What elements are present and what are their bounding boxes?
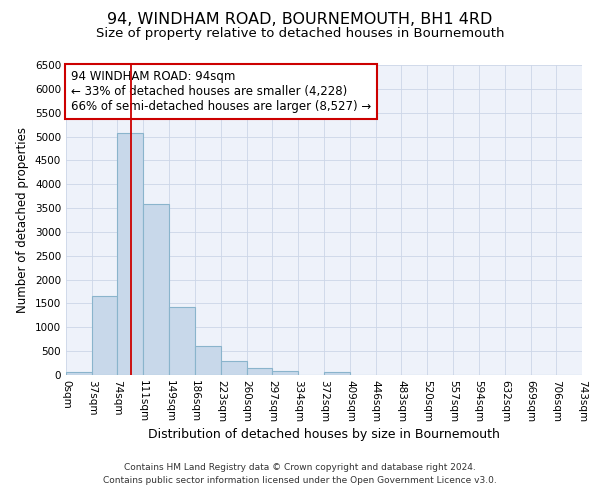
Bar [143,204,169,375]
X-axis label: Distribution of detached houses by size in Bournemouth: Distribution of detached houses by size … [148,428,500,440]
Bar [92,296,118,375]
Bar [325,372,350,375]
Bar [272,372,298,375]
Text: Contains public sector information licensed under the Open Government Licence v3: Contains public sector information licen… [103,476,497,485]
Text: 94 WINDHAM ROAD: 94sqm
← 33% of detached houses are smaller (4,228)
66% of semi-: 94 WINDHAM ROAD: 94sqm ← 33% of detached… [71,70,371,112]
Text: 94, WINDHAM ROAD, BOURNEMOUTH, BH1 4RD: 94, WINDHAM ROAD, BOURNEMOUTH, BH1 4RD [107,12,493,28]
Text: Size of property relative to detached houses in Bournemouth: Size of property relative to detached ho… [96,28,504,40]
Bar [195,346,221,375]
Bar [118,132,143,375]
Bar [169,308,195,375]
Y-axis label: Number of detached properties: Number of detached properties [16,127,29,313]
Bar [221,360,247,375]
Text: Contains HM Land Registry data © Crown copyright and database right 2024.: Contains HM Land Registry data © Crown c… [124,464,476,472]
Bar [66,372,92,375]
Bar [247,368,272,375]
